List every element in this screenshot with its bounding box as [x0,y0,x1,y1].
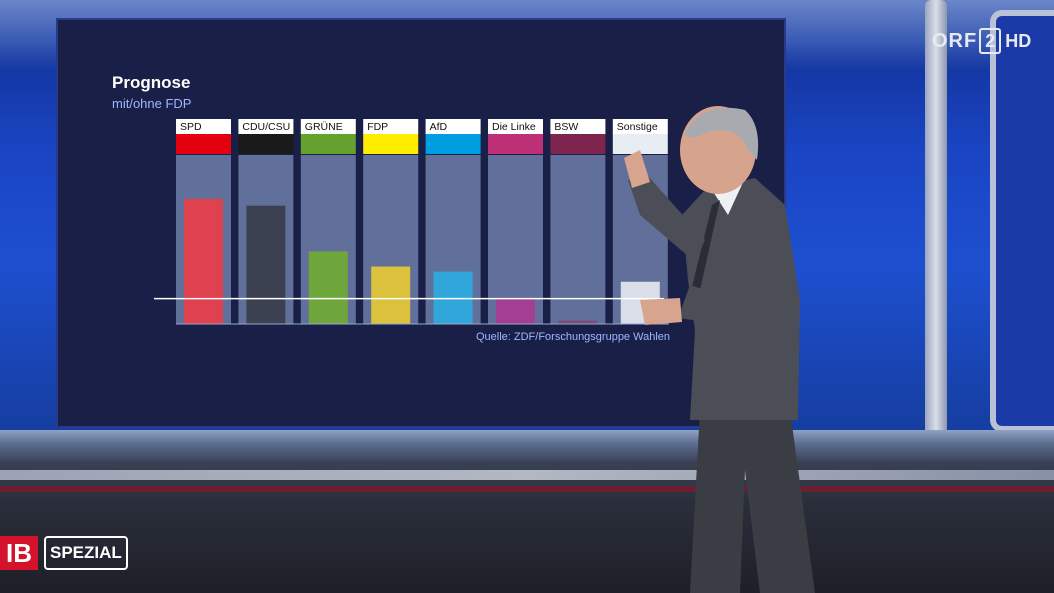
party-label-box-7 [612,119,668,134]
presenter-hand [624,150,650,188]
bar-track-5 [488,155,543,324]
party-color-0 [176,134,231,154]
party-label-box-6 [550,119,606,134]
party-label-5: Die Linke [492,121,536,133]
party-color-7 [612,134,668,154]
party-label-box-3 [363,119,419,134]
chart-source: Quelle: ZDF/Forschungsgruppe Wahlen [475,331,670,343]
bar-6 [558,320,598,324]
chart-title: Prognose [112,73,191,92]
party-label-box-0 [176,119,231,134]
studio-side-screen [990,10,1054,432]
party-label-box-5 [488,119,543,134]
floor-light-stripe [0,470,1054,480]
presenter-lower-hand [640,298,682,325]
bar-1 [246,205,286,324]
party-label-7: Sonstige [617,121,658,133]
zib-spezial-logo: IB SPEZIAL [0,536,128,570]
orf2-hd-logo: ORF 2 HD [932,28,1031,54]
bar-2 [308,251,348,324]
spezial-badge: SPEZIAL [44,536,128,570]
bar-3 [371,266,411,324]
party-color-1 [238,134,294,154]
presenter-lower-arm [678,285,735,325]
party-label-2: GRÜNE [305,121,343,133]
studio-floor [0,430,1054,593]
party-color-2 [300,134,356,154]
presenter-hair [684,107,759,160]
zib-logo-text: IB [0,536,38,570]
presenter-arm [628,176,705,262]
party-color-4 [425,134,481,154]
presenter-jacket [682,178,800,420]
party-label-box-1 [238,119,294,134]
floor-red-stripe [0,486,1054,492]
party-label-box-2 [300,119,356,134]
bar-5 [496,298,535,324]
party-label-6: BSW [554,121,578,133]
bar-0 [184,198,223,324]
party-color-5 [488,134,543,154]
party-label-0: SPD [180,121,202,133]
orf-channel-number: 2 [979,28,1002,54]
party-label-4: AfD [430,121,448,133]
bar-track-6 [550,155,606,324]
chart-subtitle: mit/ohne FDP [112,96,192,111]
bar-4 [433,271,473,324]
presenter-tie [690,200,720,295]
party-label-3: FDP [367,121,388,133]
party-color-6 [550,134,606,154]
party-label-1: CDU/CSU [242,121,290,133]
party-color-3 [363,134,419,154]
orf-logo-text: ORF [932,29,978,52]
studio-pillar [925,0,947,500]
presenter-legs [690,410,815,593]
orf-hd-badge: HD [1005,30,1032,51]
party-label-box-4 [425,119,481,134]
